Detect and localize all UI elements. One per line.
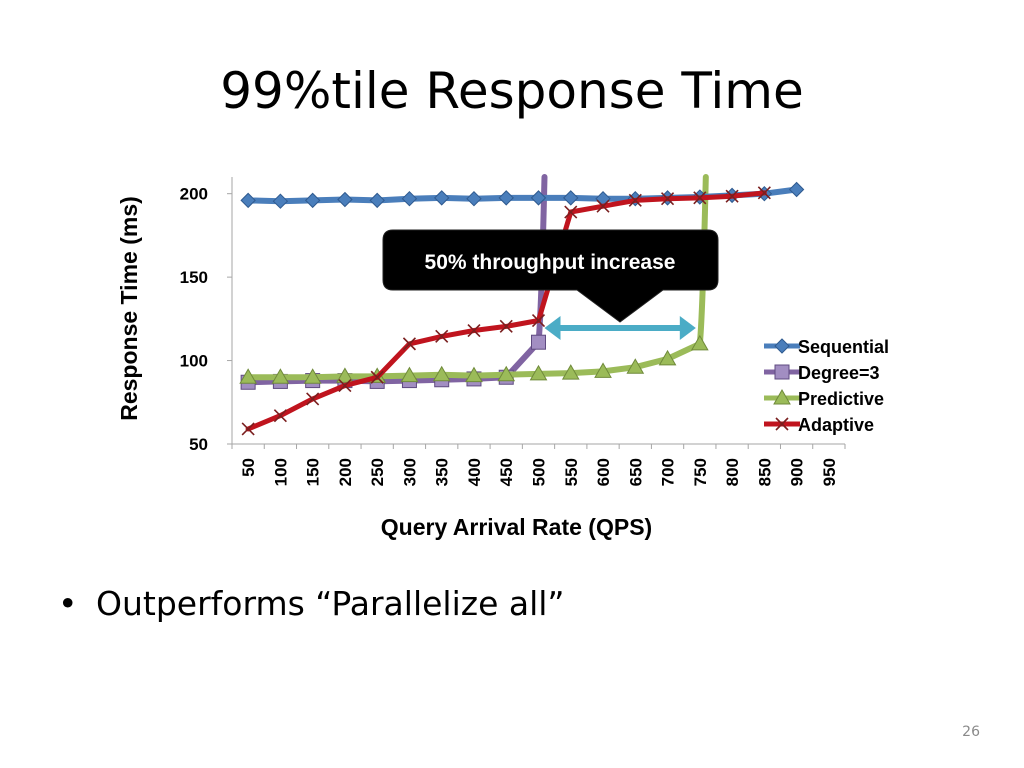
legend-marker-adaptive xyxy=(775,417,789,431)
legend-item-adaptive: Adaptive xyxy=(764,415,874,435)
legend-label-sequential: Sequential xyxy=(798,337,889,357)
data-point-predictive xyxy=(271,368,290,384)
bullet-item: • Outperforms “Parallelize all” xyxy=(58,584,565,623)
data-point-adaptive xyxy=(757,186,771,200)
data-point-predictive xyxy=(626,358,645,374)
callout-box xyxy=(382,229,719,323)
data-point-sequential xyxy=(240,192,256,209)
data-point-sequential xyxy=(401,190,418,207)
data-point-predictive xyxy=(239,368,257,384)
data-point-adaptive xyxy=(499,319,513,333)
data-point-predictive xyxy=(336,367,354,383)
data-point-sequential xyxy=(498,190,514,206)
data-point-adaptive xyxy=(628,193,642,207)
data-point-adaptive xyxy=(693,191,707,205)
data-point-predictive xyxy=(529,364,548,381)
arrow-head-right xyxy=(679,316,696,340)
data-point-predictive xyxy=(432,365,451,382)
legend-item-sequential: Sequential xyxy=(764,337,889,357)
x-tick-label: 700 xyxy=(659,458,678,486)
data-point-degree-3 xyxy=(531,334,546,350)
x-axis-title: Query Arrival Rate (QPS) xyxy=(381,514,652,540)
data-point-adaptive xyxy=(273,409,287,423)
x-tick-label: 500 xyxy=(530,458,549,486)
data-point-adaptive xyxy=(467,323,481,338)
x-tick-label: 900 xyxy=(788,458,807,486)
bullet-marker: • xyxy=(58,584,78,623)
x-tick-label: 850 xyxy=(755,458,774,486)
data-point-adaptive xyxy=(306,392,320,406)
x-tick-label: 300 xyxy=(400,458,419,486)
x-tick-label: 650 xyxy=(626,458,645,486)
y-axis-title: Response Time (ms) xyxy=(116,196,142,421)
x-tick-label: 450 xyxy=(497,458,516,486)
x-tick-label: 250 xyxy=(368,458,387,486)
legend-item-degree-3: Degree=3 xyxy=(764,363,880,383)
data-point-adaptive xyxy=(402,337,417,351)
data-point-sequential xyxy=(369,192,385,209)
data-point-sequential xyxy=(530,190,547,206)
page-number: 26 xyxy=(962,724,980,740)
data-point-predictive xyxy=(561,364,580,380)
data-point-sequential xyxy=(337,191,353,208)
x-tick-label: 150 xyxy=(304,458,323,486)
legend-marker-degree-3 xyxy=(774,364,790,380)
slide-title: 99%tile Response Time xyxy=(220,62,804,120)
data-point-adaptive xyxy=(596,199,610,213)
legend-marker-predictive xyxy=(773,388,791,405)
data-point-adaptive xyxy=(564,205,578,219)
data-point-sequential xyxy=(563,190,579,206)
legend-item-predictive: Predictive xyxy=(764,388,884,409)
x-tick-label: 200 xyxy=(336,458,355,486)
data-point-adaptive xyxy=(241,422,255,436)
data-point-sequential xyxy=(434,190,450,206)
data-point-sequential xyxy=(788,181,805,198)
data-point-adaptive xyxy=(660,192,675,206)
x-tick-label: 800 xyxy=(723,458,742,486)
x-tick-label: 350 xyxy=(433,458,452,486)
data-point-adaptive xyxy=(435,329,449,343)
throughput-arrow xyxy=(544,316,696,340)
series-adaptive xyxy=(241,186,771,436)
legend-label-degree-3: Degree=3 xyxy=(798,363,880,383)
x-tick-label: 50 xyxy=(239,458,258,477)
y-tick-label: 200 xyxy=(180,185,208,204)
data-point-adaptive xyxy=(725,189,739,203)
series-line-adaptive xyxy=(245,190,767,432)
legend-label-predictive: Predictive xyxy=(798,389,884,409)
arrow-head-left xyxy=(544,316,561,340)
legend-label-adaptive: Adaptive xyxy=(798,415,874,435)
data-point-adaptive xyxy=(338,379,352,393)
x-tick-label: 550 xyxy=(562,458,581,486)
data-point-sequential xyxy=(304,192,321,209)
throughput-callout: 50% throughput increase xyxy=(382,229,719,323)
data-point-predictive xyxy=(594,362,612,378)
x-tick-label: 100 xyxy=(271,458,290,486)
bullet-text: Outperforms “Parallelize all” xyxy=(96,584,565,623)
data-point-predictive xyxy=(690,334,709,351)
data-point-predictive xyxy=(400,366,419,383)
data-point-adaptive xyxy=(370,370,384,384)
x-tick-label: 750 xyxy=(691,458,710,486)
y-tick-label: 150 xyxy=(180,268,208,287)
y-tick-label: 50 xyxy=(189,435,208,454)
data-point-predictive xyxy=(497,365,516,382)
data-point-adaptive xyxy=(531,313,546,328)
data-point-predictive xyxy=(465,366,483,383)
x-tick-label: 400 xyxy=(465,458,484,486)
data-point-predictive xyxy=(303,368,322,384)
data-point-sequential xyxy=(466,190,482,207)
data-point-predictive xyxy=(658,349,677,366)
callout-text: 50% throughput increase xyxy=(425,251,676,274)
legend-marker-sequential xyxy=(774,338,790,354)
x-tick-label: 950 xyxy=(820,458,839,486)
data-point-sequential xyxy=(272,193,289,209)
x-tick-label: 600 xyxy=(594,458,613,486)
y-tick-label: 100 xyxy=(180,352,208,371)
